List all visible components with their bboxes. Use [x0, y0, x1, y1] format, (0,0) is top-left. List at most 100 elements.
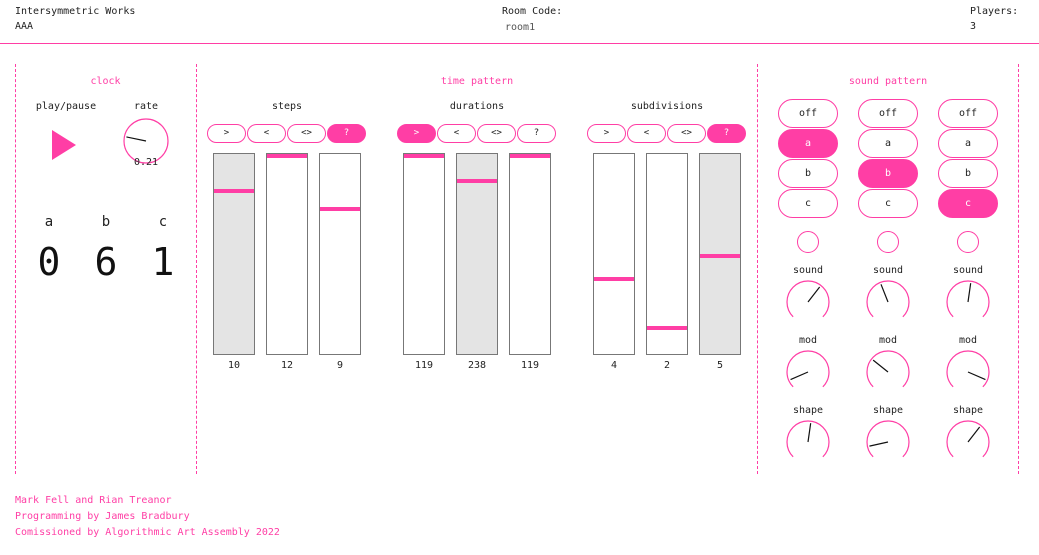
knob-ring [866, 420, 910, 458]
slider-thumb[interactable] [404, 154, 444, 158]
knob-pointer [967, 283, 972, 303]
knob-ring [786, 350, 830, 388]
play-icon[interactable] [50, 130, 78, 160]
slider-thumb[interactable] [214, 189, 254, 193]
pattern-option-button[interactable]: b [938, 159, 998, 188]
direction-button[interactable]: <> [667, 124, 706, 143]
players-label: Players: [970, 6, 1019, 17]
knob-label: mod [798, 335, 818, 346]
knob-ring [786, 280, 830, 318]
step-slider[interactable] [646, 153, 688, 355]
pattern-option-button[interactable]: a [858, 129, 918, 158]
pattern-option-button[interactable]: b [778, 159, 838, 188]
step-slider[interactable] [509, 153, 551, 355]
knob-pointer [807, 423, 812, 443]
step-slider[interactable] [699, 153, 741, 355]
knob-label: shape [872, 405, 904, 416]
direction-button[interactable]: ? [517, 124, 556, 143]
pattern-option-button[interactable]: off [938, 99, 998, 128]
knob-pointer [790, 371, 809, 381]
slider-value: 4 [610, 360, 618, 371]
section-divider [196, 64, 197, 474]
knob-ring [946, 420, 990, 458]
slider-value: 5 [716, 360, 724, 371]
slider-thumb[interactable] [320, 207, 360, 211]
counter-b-value: 6 [94, 240, 118, 284]
pattern-option-button[interactable]: c [858, 189, 918, 218]
trigger-indicator[interactable] [957, 231, 979, 253]
direction-button[interactable]: > [397, 124, 436, 143]
step-slider[interactable] [266, 153, 308, 355]
trigger-indicator[interactable] [877, 231, 899, 253]
slider-value: 119 [520, 360, 540, 371]
sound-knob[interactable] [786, 280, 830, 324]
rate-value: 0.21 [133, 157, 159, 168]
step-slider[interactable] [403, 153, 445, 355]
slider-thumb[interactable] [457, 179, 497, 183]
rate-knob[interactable] [123, 118, 169, 164]
knob-ring [866, 350, 910, 388]
sound-pattern-title: sound pattern [848, 76, 928, 87]
mod-knob[interactable] [866, 350, 910, 394]
direction-button[interactable]: < [437, 124, 476, 143]
sound-knob[interactable] [946, 280, 990, 324]
pattern-option-button[interactable]: a [938, 129, 998, 158]
knob-pointer [126, 136, 147, 142]
direction-button[interactable]: ? [707, 124, 746, 143]
step-slider[interactable] [456, 153, 498, 355]
direction-button[interactable]: <> [477, 124, 516, 143]
pattern-option-button[interactable]: off [858, 99, 918, 128]
slider-thumb[interactable] [594, 277, 634, 281]
knob-pointer [869, 441, 889, 447]
shape-knob[interactable] [786, 420, 830, 464]
shape-knob[interactable] [946, 420, 990, 464]
time-group-label: subdivisions [630, 101, 704, 112]
direction-button[interactable]: <> [287, 124, 326, 143]
counter-a-value: 0 [37, 240, 61, 284]
trigger-indicator[interactable] [797, 231, 819, 253]
room-code-input[interactable]: room1 [505, 22, 536, 33]
credit-line: Mark Fell and Rian Treanor [15, 495, 172, 506]
pattern-option-button[interactable]: c [778, 189, 838, 218]
slider-thumb[interactable] [267, 154, 307, 158]
time-group-label: steps [271, 101, 303, 112]
knob-label: sound [872, 265, 904, 276]
shape-knob[interactable] [866, 420, 910, 464]
direction-button[interactable]: > [207, 124, 246, 143]
direction-button[interactable]: < [627, 124, 666, 143]
slider-thumb[interactable] [510, 154, 550, 158]
knob-label: sound [792, 265, 824, 276]
knob-pointer [872, 359, 889, 373]
counter-c-label: c [158, 214, 168, 230]
mod-knob[interactable] [946, 350, 990, 394]
direction-button[interactable]: ? [327, 124, 366, 143]
knob-ring [946, 350, 990, 388]
step-slider[interactable] [213, 153, 255, 355]
credit-line: Comissioned by Algorithmic Art Assembly … [15, 527, 280, 538]
mod-knob[interactable] [786, 350, 830, 394]
time-group-label: durations [449, 101, 505, 112]
room-code-label: Room Code: [502, 6, 563, 17]
knob-pointer [880, 284, 889, 303]
time-pattern-title: time pattern [440, 76, 514, 87]
knob-label: mod [878, 335, 898, 346]
knob-pointer [967, 426, 981, 443]
slider-value: 12 [280, 360, 294, 371]
section-divider [15, 64, 16, 474]
step-slider[interactable] [319, 153, 361, 355]
counter-a-label: a [44, 214, 54, 230]
step-slider[interactable] [593, 153, 635, 355]
knob-label: mod [958, 335, 978, 346]
sound-knob[interactable] [866, 280, 910, 324]
pattern-option-button[interactable]: c [938, 189, 998, 218]
slider-thumb[interactable] [647, 326, 687, 330]
pattern-option-button[interactable]: a [778, 129, 838, 158]
pattern-option-button[interactable]: b [858, 159, 918, 188]
clock-title: clock [90, 76, 121, 87]
pattern-option-button[interactable]: off [778, 99, 838, 128]
direction-button[interactable]: < [247, 124, 286, 143]
header-divider [0, 43, 1039, 44]
direction-button[interactable]: > [587, 124, 626, 143]
slider-thumb[interactable] [700, 254, 740, 258]
knob-pointer [967, 371, 986, 381]
